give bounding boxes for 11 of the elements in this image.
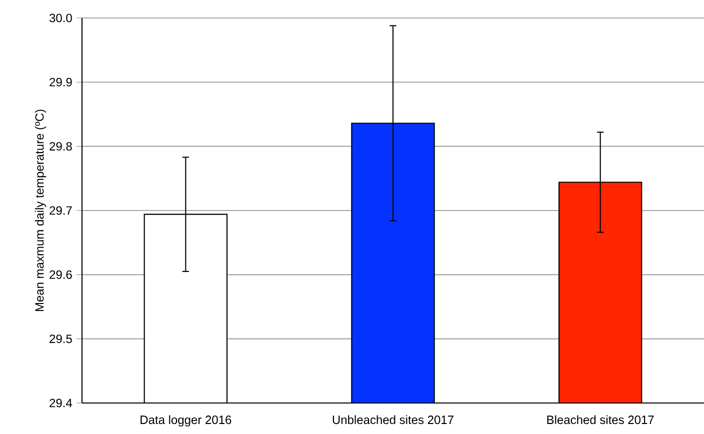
- x-tick-label: Bleached sites 2017: [547, 415, 654, 424]
- y-tick-label: 29.4: [50, 398, 72, 408]
- y-tick-label: 29.8: [50, 142, 72, 151]
- y-tick-label: 29.9: [50, 78, 72, 86]
- x-tick-label: Unbleached sites 2017: [332, 415, 454, 424]
- y-tick-label: 29.5: [50, 334, 72, 344]
- y-tick-label: 29.6: [50, 270, 72, 279]
- y-tick-label: 30.0: [50, 14, 72, 22]
- y-tick-label: 29.7: [50, 206, 72, 215]
- y-axis-title: Mean maxmum daily temperature (ºC): [34, 110, 46, 312]
- x-tick-label: Data logger 2016: [140, 415, 232, 426]
